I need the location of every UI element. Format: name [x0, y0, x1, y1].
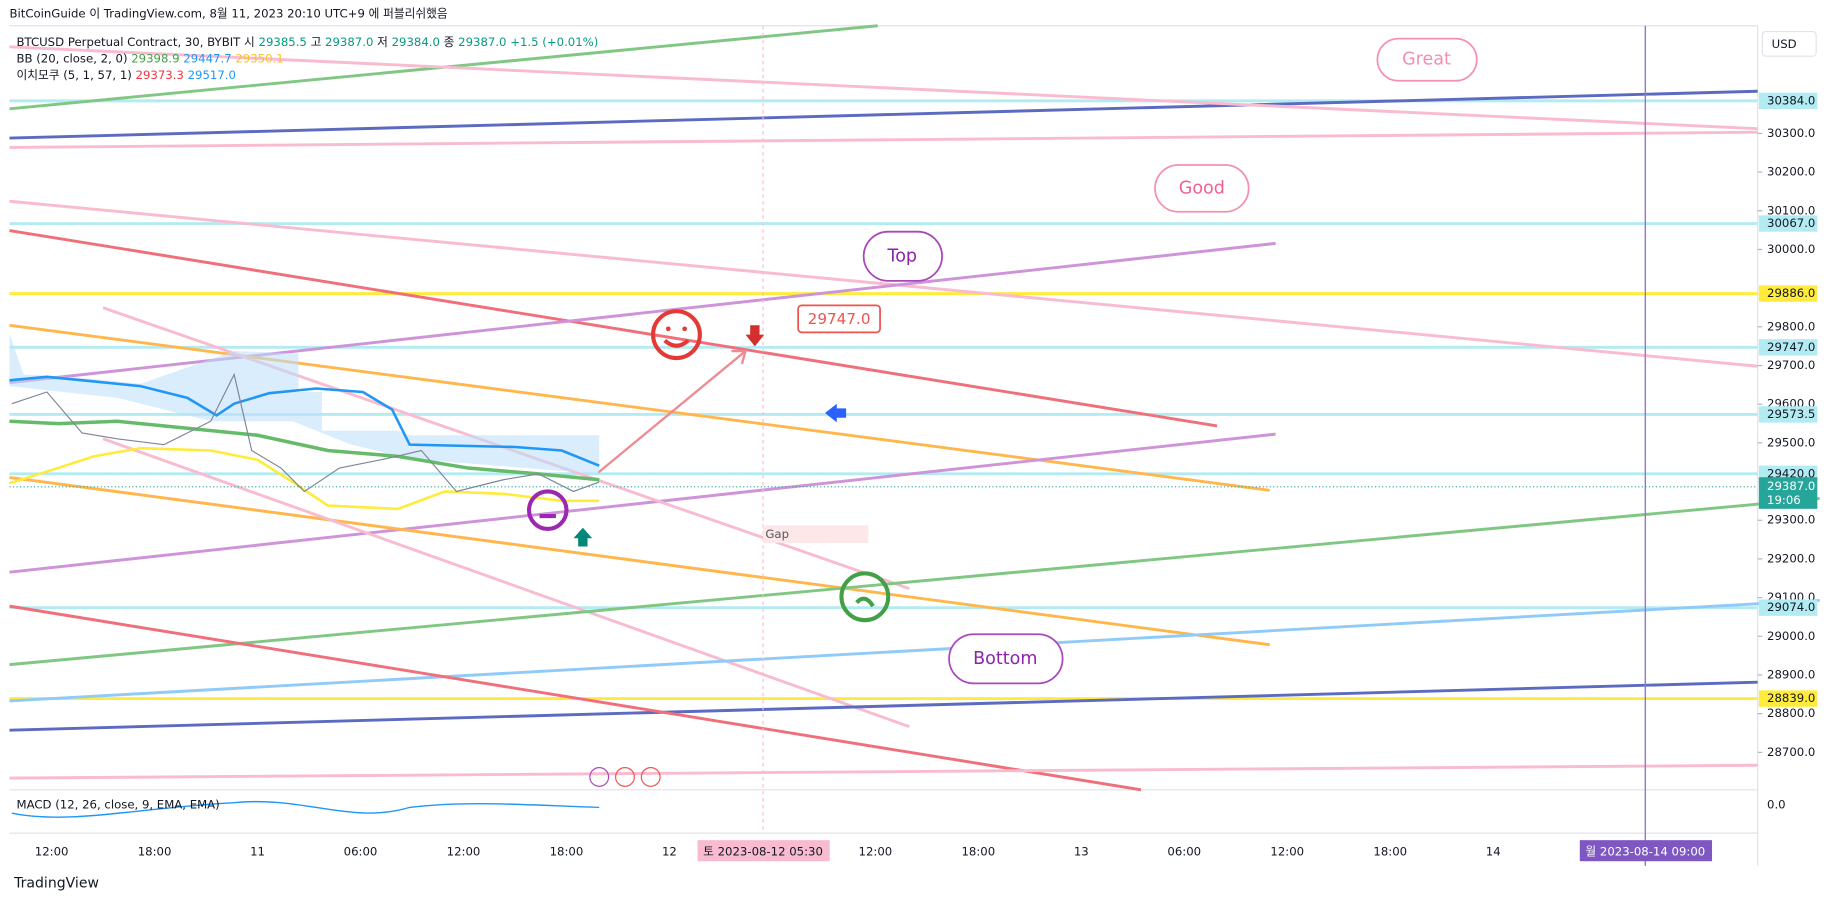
emoji-icons [526, 309, 891, 623]
macd-legend: MACD (12, 26, close, 9, EMA, EMA) [17, 798, 220, 812]
annotation-top: Top [886, 246, 917, 266]
y-tick-label: 29200.0 [1767, 551, 1815, 565]
legend-item: BB (20, close, 2, 0) [17, 51, 128, 65]
legend-item: 29447.7 [183, 51, 231, 65]
x-tick-label: 18:00 [962, 844, 996, 858]
level-box [1758, 690, 1818, 707]
y-tick-label: 28900.0 [1767, 667, 1815, 681]
level-label: 29420.0 [1767, 466, 1815, 480]
x-tick-label: 12:00 [1270, 844, 1304, 858]
legend-item: 29384.0 [392, 35, 440, 49]
y-tick-label: 29700.0 [1767, 358, 1815, 372]
header-source: BitCoinGuide 이 TradingView.com, 8월 11, 2… [9, 7, 447, 21]
annotations: Great Good Top Bottom 29747.0 Gap [763, 37, 1478, 685]
legend-item: 29373.3 [136, 67, 184, 81]
bb-lower [9, 446, 600, 511]
currency-box [1761, 31, 1817, 57]
price-line [11, 372, 600, 493]
legend-item: 29398.9 [131, 51, 179, 65]
x-tick-label: 11 [250, 844, 265, 858]
y-tick-label: 30200.0 [1767, 165, 1815, 179]
legend-item: 29350.1 [235, 51, 283, 65]
level-box [1758, 339, 1818, 356]
level-label: 29747.0 [1767, 340, 1815, 354]
footer-brand: TradingView [13, 875, 99, 891]
legend-row: BB (20, close, 2, 0) 29398.9 29447.7 293… [17, 51, 284, 65]
level-box [1758, 215, 1818, 232]
x-tick-label: 18:00 [550, 844, 584, 858]
legend-item: 29385.5 [259, 35, 307, 49]
legend-item: 29387.0 [458, 35, 506, 49]
last-price-label: 29387.0 [1767, 479, 1815, 493]
annotation-great: Great [1402, 50, 1451, 70]
level-label: 29886.0 [1767, 286, 1815, 300]
legend-item: 29387.0 [325, 35, 373, 49]
macd-line [11, 800, 600, 818]
cursor-box [697, 840, 830, 862]
bb-upper [9, 375, 600, 467]
y-tick-label: 29300.0 [1767, 513, 1815, 527]
legend-item: 이치모쿠 (5, 1, 57, 1) [17, 67, 132, 81]
bb-basis [9, 419, 600, 482]
legend-item: BTCUSD Perpetual Contract, 30, BYBIT [17, 35, 242, 49]
green-arrow [573, 527, 593, 547]
currency: USD [1772, 37, 1797, 51]
annotation-callout: 29747.0 [808, 310, 871, 328]
y-tick-label: 29800.0 [1767, 319, 1815, 333]
legend-item: 시 [244, 35, 255, 49]
annotation-bottom: Bottom [973, 649, 1037, 669]
y-tick-label: 28800.0 [1767, 706, 1815, 720]
legend-item: 종 [444, 35, 455, 49]
annotation-gap: Gap [765, 527, 789, 541]
level-label: 29573.5 [1767, 407, 1815, 421]
y-tick-label: 29000.0 [1767, 629, 1815, 643]
x-tick-label: 12 [662, 844, 677, 858]
countdown-label: 19:06 [1767, 493, 1801, 507]
event-icons [589, 767, 661, 787]
level-label: 30384.0 [1767, 93, 1815, 107]
ichimoku-cloud [9, 333, 600, 474]
y-tick-label: 28700.0 [1767, 745, 1815, 759]
y-tick-label: 29500.0 [1767, 435, 1815, 449]
red-arrow [745, 325, 765, 347]
level-box [1758, 406, 1818, 423]
y-tick-label: 30100.0 [1767, 203, 1815, 217]
legend-item: 고 [311, 35, 322, 49]
level-label: 29074.0 [1767, 600, 1815, 614]
y-tick-label: 30000.0 [1767, 242, 1815, 256]
legend-item: 29517.0 [188, 67, 236, 81]
trend-lines [9, 24, 1820, 866]
legend-item: +1.5 (+0.01%) [510, 35, 598, 49]
level-label: 30067.0 [1767, 216, 1815, 230]
level-box [1758, 599, 1818, 616]
legend-row: 이치모쿠 (5, 1, 57, 1) 29373.3 29517.0 [17, 67, 236, 81]
legend-item: 저 [377, 35, 388, 49]
marker-label: 월 2023-08-14 09:00 [1585, 844, 1705, 858]
level-label: 28839.0 [1767, 691, 1815, 705]
x-tick-label: 18:00 [138, 844, 172, 858]
annotation-good: Good [1179, 178, 1225, 198]
x-tick-label: 13 [1074, 844, 1089, 858]
x-tick-label: 12:00 [859, 844, 893, 858]
last-price-box [1758, 477, 1818, 509]
cursor-label: 토 2023-08-12 05:30 [703, 844, 823, 858]
x-tick-label: 12:00 [447, 844, 481, 858]
level-box [1758, 285, 1818, 302]
x-tick-label: 12:00 [35, 844, 69, 858]
x-tick-label: 06:00 [344, 844, 378, 858]
x-tick-label: 06:00 [1167, 844, 1201, 858]
x-tick-label: 14 [1486, 844, 1501, 858]
x-tick-label: 18:00 [1373, 844, 1407, 858]
marker-box [1579, 840, 1713, 862]
legend-row: BTCUSD Perpetual Contract, 30, BYBIT 시 2… [17, 35, 599, 49]
y-tick-label: 30300.0 [1767, 126, 1815, 140]
macd-zero: 0.0 [1767, 798, 1786, 812]
level-box [1758, 92, 1818, 110]
